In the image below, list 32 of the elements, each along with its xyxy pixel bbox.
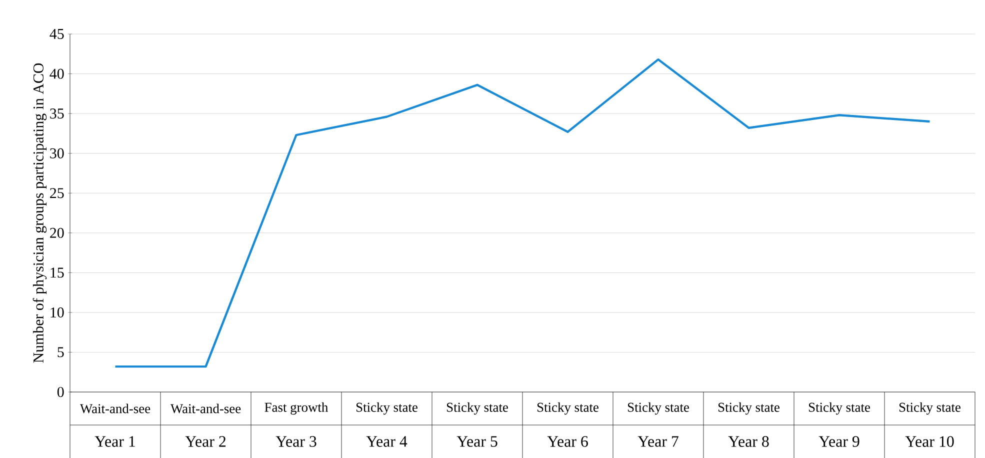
x-tick-label: Year 7 bbox=[638, 436, 678, 447]
text: Sticky state bbox=[718, 402, 780, 415]
y-tick-label: 0 bbox=[57, 386, 64, 398]
y-tick-label: 40 bbox=[50, 68, 64, 79]
y-tick-label: 30 bbox=[50, 148, 64, 158]
x-tick-label: Year 10 bbox=[905, 436, 954, 447]
x-tick-label: Year 3 bbox=[276, 436, 316, 447]
x-tick-label: Year 1 bbox=[94, 436, 135, 447]
y-tick-label: 5 bbox=[58, 347, 64, 358]
y-axis-title: Number of physician groups participating in ACO bbox=[32, 63, 47, 363]
line-series bbox=[114, 58, 931, 368]
x-tick-label: Year 5 bbox=[456, 436, 498, 447]
y-tick-label: 45 bbox=[50, 29, 64, 39]
x-tick-label: Year 8 bbox=[728, 436, 769, 447]
text: Sticky state bbox=[808, 402, 870, 415]
text: Sticky state bbox=[446, 402, 508, 415]
text: Sticky state bbox=[899, 402, 960, 415]
text: Sticky state bbox=[537, 402, 598, 415]
x-tick-label: Year 6 bbox=[547, 436, 588, 447]
text: Wait-and-see bbox=[80, 404, 150, 414]
x-tick-label: Year 4 bbox=[366, 436, 408, 447]
y-tick-label: 10 bbox=[50, 307, 64, 318]
y-tick-label: 35 bbox=[50, 108, 64, 119]
text: Fast growth bbox=[264, 402, 328, 415]
y-tick-label: 25 bbox=[50, 188, 64, 198]
text: Wait-and-see bbox=[170, 404, 241, 414]
text: Sticky state bbox=[628, 402, 689, 415]
x-tick-label: Year 9 bbox=[818, 436, 860, 447]
y-tick-label: 20 bbox=[50, 228, 64, 238]
text: Sticky state bbox=[356, 402, 418, 415]
x-tick-label: Year 2 bbox=[185, 436, 226, 447]
y-tick-label: 15 bbox=[50, 268, 64, 278]
